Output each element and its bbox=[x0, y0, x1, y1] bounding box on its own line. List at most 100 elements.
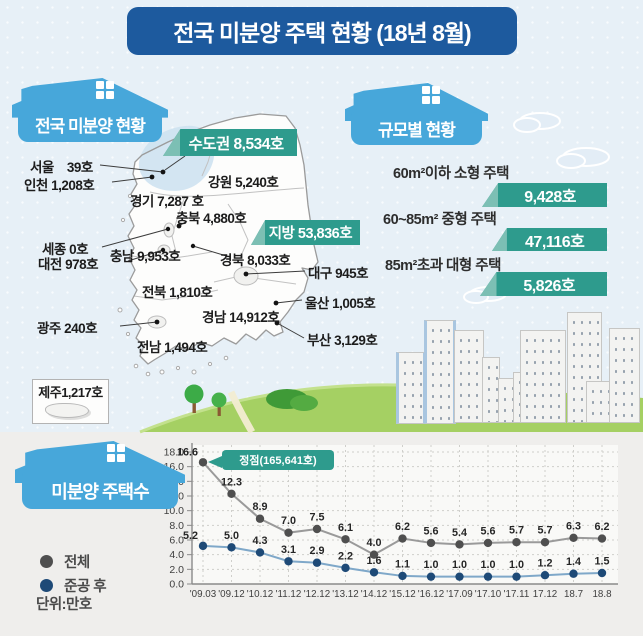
region-label-chungnam: 충남 9,953호 bbox=[110, 249, 181, 264]
data-point-label: 5.4 bbox=[452, 527, 467, 539]
apartment-building bbox=[586, 381, 610, 423]
map-section-banner: 전국 미분양 현황 bbox=[12, 78, 168, 142]
y-tick-label: 0.0 bbox=[169, 579, 184, 591]
data-point-label: 1.0 bbox=[480, 559, 495, 571]
region-label-jeonbuk: 전북 1,810호 bbox=[142, 285, 213, 300]
data-point-label: 1.0 bbox=[423, 559, 438, 571]
data-point bbox=[569, 569, 578, 578]
data-point-label: 8.9 bbox=[252, 501, 267, 513]
window-icon bbox=[422, 86, 441, 105]
peak-callout-box bbox=[222, 450, 334, 470]
region-label-busan: 부산 3,129호 bbox=[307, 333, 378, 348]
x-tick-label: '17.11 bbox=[504, 589, 530, 600]
apartment-building bbox=[520, 330, 566, 423]
region-label-incheon: 인천 1,208호 bbox=[24, 178, 95, 193]
data-point-label: 6.3 bbox=[566, 520, 581, 532]
apartment-building bbox=[498, 378, 515, 423]
size-item-large-label: 85m²초과 대형 주택 bbox=[385, 258, 501, 274]
x-tick-label: 18.7 bbox=[564, 589, 583, 600]
data-point bbox=[398, 534, 407, 543]
y-tick-label: 18.0 bbox=[164, 447, 185, 459]
data-point bbox=[512, 572, 521, 581]
province-total-ribbon: 지방 53,836호 bbox=[251, 220, 360, 245]
total-series-dot-icon bbox=[40, 554, 53, 568]
size-item-large-value: 5,826호 bbox=[523, 278, 576, 295]
x-tick-label: 18.8 bbox=[592, 589, 612, 600]
walkway bbox=[227, 390, 256, 434]
data-point-label: 1.2 bbox=[537, 558, 552, 570]
size-item-small-value: 9,428호 bbox=[524, 189, 576, 206]
data-point bbox=[398, 571, 407, 581]
data-point-label: 7.0 bbox=[281, 515, 296, 527]
apartment-building bbox=[396, 352, 426, 424]
size-item-medium-label: 60~85m² 중형 주택 bbox=[383, 212, 497, 228]
chart-banner-label: 미분양 주택수 bbox=[51, 481, 149, 502]
x-tick-label: 17.12 bbox=[533, 589, 558, 600]
data-point-label: 2.9 bbox=[309, 545, 324, 557]
region-label-gyeonggi: 경기 7,287 호 bbox=[130, 194, 204, 209]
region-label-gangwon: 강원 5,240호 bbox=[208, 175, 279, 190]
y-tick-label: 6.0 bbox=[169, 535, 184, 547]
house-body bbox=[21, 472, 179, 509]
data-point bbox=[597, 534, 607, 543]
coastline bbox=[127, 113, 319, 365]
page-title: 전국 미분양 주택 현황 (18년 8월) bbox=[127, 7, 517, 55]
window-icon bbox=[96, 81, 115, 100]
data-point bbox=[284, 557, 293, 566]
data-point-label: 4.3 bbox=[252, 535, 267, 547]
data-point bbox=[483, 572, 493, 581]
coastal-islands bbox=[117, 193, 229, 377]
data-point bbox=[426, 538, 436, 548]
size-item-small-label: 60m²이하 소형 주택 bbox=[393, 166, 509, 182]
cloud-icon bbox=[463, 112, 610, 304]
x-tick-label: '09.03 bbox=[190, 589, 217, 600]
x-tick-label: '15.12 bbox=[389, 589, 415, 600]
data-point-label: 1.6 bbox=[366, 555, 381, 567]
data-point-label: 4.0 bbox=[366, 537, 381, 549]
region-label-daejeon: 대전 978호 bbox=[38, 257, 99, 272]
data-point bbox=[540, 538, 550, 547]
apartment-building bbox=[609, 328, 640, 423]
x-tick-label: '17.10 bbox=[475, 589, 502, 600]
data-point bbox=[255, 514, 265, 523]
data-point bbox=[569, 533, 578, 542]
chart-section-banner: 미분양 주택수 bbox=[15, 441, 185, 509]
data-point bbox=[426, 572, 436, 581]
metro-total-label: 수도권 8,534호 bbox=[188, 135, 284, 153]
region-label-gyeongbuk: 경북 8,033호 bbox=[220, 253, 291, 268]
data-point bbox=[227, 489, 236, 498]
y-tick-label: 8.0 bbox=[169, 520, 184, 532]
size-item-medium-value-ribbon: 47,116호 bbox=[492, 228, 607, 251]
size-banner-label: 규모별 현황 bbox=[378, 120, 456, 140]
region-label-ulsan: 울산 1,005호 bbox=[305, 296, 376, 311]
data-point-label: 1.4 bbox=[566, 556, 581, 568]
unsold-housing-line-chart: 0.02.04.06.08.010.012.014.016.018.0'09.0… bbox=[164, 443, 618, 600]
y-tick-label: 2.0 bbox=[169, 564, 184, 576]
data-point-label: 5.7 bbox=[537, 525, 552, 537]
data-point-label: 12.3 bbox=[221, 476, 242, 488]
tree-trunk bbox=[217, 406, 221, 416]
legend-item-completed: 준공 후 bbox=[40, 573, 107, 597]
data-point bbox=[369, 550, 379, 559]
data-point bbox=[255, 548, 265, 557]
data-point-label: 16.6 bbox=[177, 446, 198, 458]
data-point bbox=[198, 541, 208, 551]
region-label-jeju: 제주1,217호 bbox=[38, 385, 103, 400]
chart-legend: 전체 준공 후 bbox=[40, 549, 107, 597]
y-tick-label: 4.0 bbox=[169, 549, 184, 561]
window-icon bbox=[106, 444, 125, 463]
size-section-banner: 규모별 현황 bbox=[345, 83, 488, 145]
x-tick-label: '11.12 bbox=[276, 589, 302, 600]
legend-total-label: 전체 bbox=[64, 554, 90, 571]
tree-icon bbox=[184, 384, 204, 404]
data-point-label: 1.1 bbox=[395, 558, 410, 570]
data-point bbox=[341, 535, 350, 544]
data-point-label: 6.1 bbox=[338, 522, 353, 534]
size-item-large-value-ribbon: 5,826호 bbox=[480, 272, 607, 296]
data-point bbox=[198, 458, 208, 467]
data-point bbox=[312, 558, 322, 567]
x-tick-label: '17.09 bbox=[446, 589, 472, 600]
data-point bbox=[455, 572, 464, 581]
leader-lines bbox=[99, 155, 306, 339]
